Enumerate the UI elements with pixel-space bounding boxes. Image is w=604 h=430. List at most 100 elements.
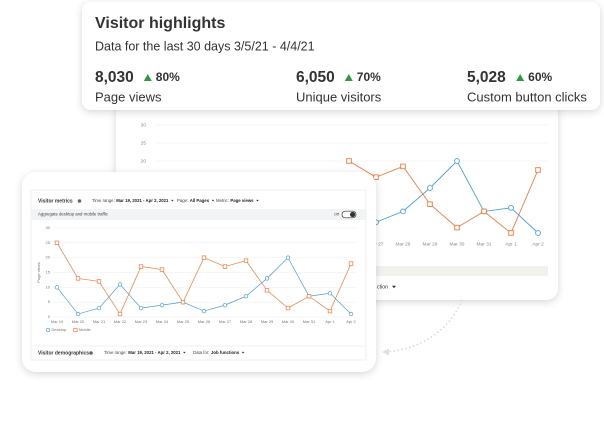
x-tick-label: Mar 27 bbox=[369, 241, 384, 247]
dropdown-caret bbox=[392, 285, 396, 289]
highlights-card: Visitor highlights Data for the last 30 … bbox=[82, 2, 600, 110]
stat-label: Custom button clicks bbox=[467, 89, 587, 104]
stat-change: 60% bbox=[528, 70, 552, 84]
y-tick-label: 20 bbox=[46, 255, 51, 260]
connector bbox=[384, 299, 463, 353]
point bbox=[535, 230, 541, 236]
x-tick-label: Mar 29 bbox=[261, 319, 274, 324]
y-tick-label: 25 bbox=[141, 140, 147, 146]
y-tick-label: 30 bbox=[141, 122, 147, 128]
time-range-dropdown[interactable]: Time range: Mar 19, 2021 - Apr 2, 2021 bbox=[92, 198, 169, 203]
info-icon[interactable] bbox=[89, 351, 93, 355]
point bbox=[159, 302, 165, 308]
x-tick-label: Apr 1 bbox=[325, 319, 335, 324]
stat-value: 8,030 bbox=[95, 69, 134, 86]
x-tick-label: Mar 29 bbox=[423, 241, 438, 247]
stat-value: 6,050 bbox=[296, 69, 335, 86]
front-panel: Visitor metrics Time range: Mar 19, 2021 … bbox=[22, 172, 376, 372]
point bbox=[96, 279, 102, 284]
x-tick-label: Mar 19 bbox=[51, 319, 64, 324]
point bbox=[117, 311, 123, 317]
point bbox=[400, 208, 406, 215]
highlights-title: Visitor highlights bbox=[95, 15, 225, 32]
label: Time range: bbox=[104, 350, 127, 355]
legend-label[interactable]: Mobile bbox=[79, 327, 92, 332]
point bbox=[348, 261, 354, 266]
inner-frame bbox=[30, 189, 367, 361]
y-tick-label: 30 bbox=[46, 225, 51, 230]
toggle-band bbox=[31, 209, 366, 220]
info-icon[interactable] bbox=[77, 199, 82, 203]
value: Mar 19, 2021 - Apr 2, 2021 bbox=[116, 198, 169, 203]
point bbox=[427, 201, 433, 207]
y-tick-label: 5 bbox=[48, 299, 51, 304]
metric-dropdown[interactable]: Metric: Page views bbox=[216, 198, 254, 203]
x-tick-label: Mar 30 bbox=[450, 241, 465, 247]
stat-change: 80% bbox=[156, 70, 180, 84]
toggle-text: Aggregate desktop and mobile traffic bbox=[38, 212, 109, 217]
stat-label: Unique visitors bbox=[296, 89, 382, 104]
point bbox=[54, 285, 60, 290]
point bbox=[243, 258, 249, 263]
point bbox=[348, 311, 354, 317]
x-tick-label: Mar 26 bbox=[198, 319, 211, 324]
front-chart: 0 5 10 15 20 25 30 Mar 19 Mar 20 Mar 21 Mar 22 Mar … bbox=[36, 225, 356, 332]
legend-swatch bbox=[73, 327, 78, 333]
x-tick-label: Mar 28 bbox=[240, 319, 253, 324]
dropdown-caret bbox=[211, 199, 215, 202]
y-tick-label: 25 bbox=[46, 240, 51, 245]
dropdown-caret bbox=[241, 351, 245, 354]
point bbox=[427, 185, 433, 191]
point bbox=[306, 294, 312, 299]
page-dropdown[interactable]: Page: All Pages bbox=[177, 198, 210, 203]
x-tick-label: Apr 1 bbox=[505, 241, 517, 247]
toggle-knob bbox=[350, 211, 356, 218]
label: Page: bbox=[177, 198, 188, 203]
up-arrow bbox=[516, 74, 525, 81]
point bbox=[327, 308, 333, 314]
x-tick-label: Mar 21 bbox=[93, 319, 106, 324]
point bbox=[222, 264, 228, 269]
value: Page views bbox=[230, 198, 254, 203]
x-tick-label: Apr 2 bbox=[532, 241, 544, 247]
y-tick-label: 20 bbox=[141, 158, 147, 164]
up-arrow bbox=[344, 74, 353, 81]
label: Metric: bbox=[216, 198, 229, 203]
y-tick-label: 10 bbox=[46, 284, 51, 289]
data-for-dropdown[interactable]: Data for: Job functions bbox=[193, 350, 240, 355]
point bbox=[285, 255, 291, 260]
point bbox=[454, 224, 460, 231]
legend-label[interactable]: Desktop bbox=[52, 327, 67, 332]
legend-swatch bbox=[45, 327, 51, 333]
point bbox=[201, 255, 207, 260]
point bbox=[535, 167, 541, 173]
stat-value: 5,028 bbox=[467, 69, 506, 86]
point bbox=[96, 305, 102, 311]
y-tick-label: 0 bbox=[48, 314, 51, 319]
point bbox=[117, 282, 123, 287]
y-tick-label: 15 bbox=[46, 270, 51, 275]
point bbox=[75, 276, 81, 281]
point bbox=[222, 302, 228, 308]
dropdown-caret bbox=[256, 199, 259, 202]
point bbox=[346, 158, 352, 164]
point bbox=[138, 305, 144, 311]
back-footer-text: ction bbox=[377, 284, 388, 290]
point bbox=[508, 230, 514, 236]
x-tick-label: Mar 23 bbox=[135, 319, 148, 324]
stat-change: 70% bbox=[357, 70, 381, 84]
x-tick-label: Mar 25 bbox=[177, 319, 190, 324]
label: Time range: bbox=[92, 198, 115, 203]
x-tick-label: Mar 27 bbox=[219, 319, 232, 324]
point bbox=[373, 174, 379, 180]
x-tick-label: Mar 31 bbox=[477, 241, 492, 247]
point bbox=[285, 305, 291, 311]
y-axis-label: Page views bbox=[36, 262, 41, 282]
point bbox=[180, 300, 186, 305]
front-card bbox=[22, 172, 376, 372]
highlights-subtitle: Data for the last 30 days 3/5/21 - 4/4/2… bbox=[95, 39, 315, 53]
metrics-title: Visitor metrics bbox=[38, 198, 73, 204]
dropdown-caret bbox=[183, 351, 186, 354]
demographics-time-dropdown[interactable]: Time range: Mar 19, 2021 - Apr 2, 2021 bbox=[104, 350, 181, 355]
